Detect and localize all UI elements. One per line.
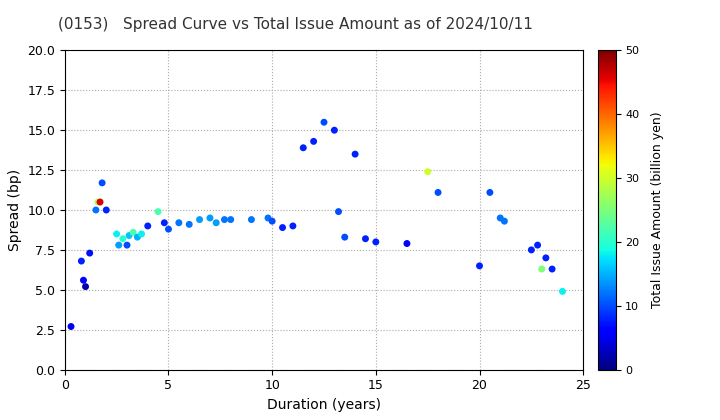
Point [184,221,195,228]
Point [127,229,139,236]
Point [297,144,309,151]
Point [90,207,102,213]
Point [422,168,433,175]
Y-axis label: Total Issue Amount (billion yen): Total Issue Amount (billion yen) [651,112,664,308]
Point [117,235,129,242]
Point [536,266,547,273]
Point [557,288,568,295]
Point [225,216,236,223]
Point [546,266,558,273]
Point [142,223,153,229]
Point [484,189,495,196]
Point [92,199,104,205]
Point [204,215,216,221]
Point [495,215,506,221]
Point [349,151,361,158]
Point [132,234,143,241]
Point [153,208,164,215]
Point [474,262,485,269]
Point [136,231,148,237]
Point [318,119,330,126]
Point [276,224,288,231]
Point [246,216,257,223]
Point [194,216,205,223]
Point [432,189,444,196]
Point [96,179,108,186]
Point [262,215,274,221]
Point [266,218,278,225]
Point [66,323,77,330]
Point [111,231,122,237]
Point [210,219,222,226]
Point [308,138,320,145]
Point [219,216,230,223]
Point [94,199,106,205]
Point [121,242,132,249]
Point [76,258,87,265]
Point [339,234,351,241]
Point [123,232,135,239]
Point [526,247,537,253]
Point [84,250,96,257]
Point [499,218,510,225]
Point [78,277,89,284]
Point [101,207,112,213]
Point [287,223,299,229]
X-axis label: Duration (years): Duration (years) [267,398,381,412]
Point [80,283,91,290]
Text: (0153)   Spread Curve vs Total Issue Amount as of 2024/10/11: (0153) Spread Curve vs Total Issue Amoun… [58,17,533,32]
Point [333,208,344,215]
Point [173,219,184,226]
Point [360,235,372,242]
Point [532,242,544,249]
Point [158,219,170,226]
Point [113,242,125,249]
Y-axis label: Spread (bp): Spread (bp) [8,169,22,251]
Point [163,226,174,233]
Point [401,240,413,247]
Point [540,255,552,261]
Point [370,239,382,245]
Point [328,127,340,134]
